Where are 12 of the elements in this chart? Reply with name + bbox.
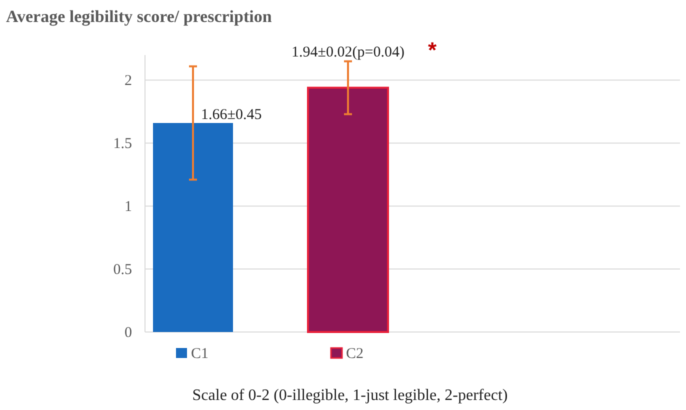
y-tick-label: 0 — [124, 325, 132, 341]
x-axis-title: Scale of 0-2 (0-illegible, 1-just legible, 2-perfect) — [192, 387, 508, 404]
data-label: 1.66±0.45 — [201, 106, 262, 123]
y-tick-label: 0.5 — [113, 262, 132, 278]
y-tick-label: 2 — [124, 73, 132, 90]
legend-label: C1 — [191, 346, 209, 362]
y-tick-label: 1.5 — [113, 136, 132, 152]
annotation: * — [428, 38, 437, 63]
data-label: 1.94±0.02(p=0.04) — [292, 44, 404, 60]
legend-label: C2 — [346, 346, 364, 362]
chart-title: Average legibility score/ prescription — [6, 7, 272, 26]
y-tick-label: 1 — [124, 199, 132, 216]
